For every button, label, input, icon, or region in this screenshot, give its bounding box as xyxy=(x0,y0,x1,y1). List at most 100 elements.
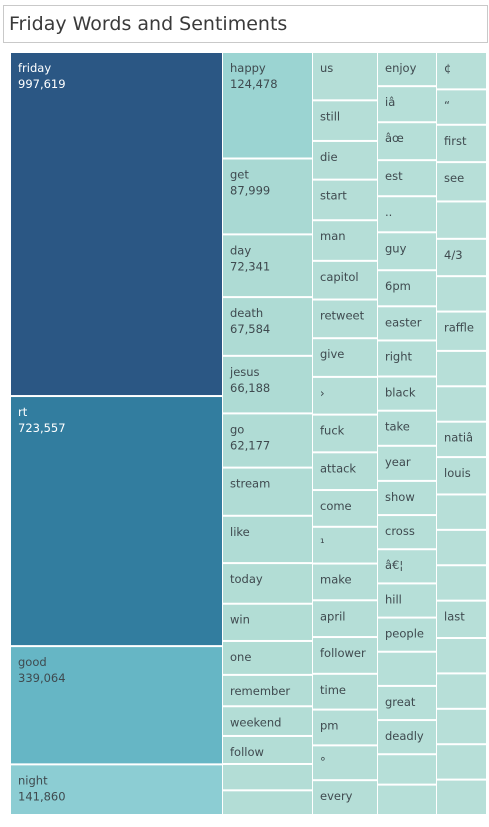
treemap-cell-attack[interactable]: attack xyxy=(313,453,377,490)
treemap-cell-unlabeled[interactable] xyxy=(437,566,486,600)
treemap-cell-unlabeled[interactable] xyxy=(223,791,312,814)
treemap-cell-rect[interactable] xyxy=(11,53,222,396)
treemap-cell-rect[interactable] xyxy=(223,468,312,515)
treemap-cell-april[interactable]: april xyxy=(313,601,377,637)
treemap-cell-rect[interactable] xyxy=(437,277,486,311)
treemap-cell-rect[interactable] xyxy=(313,141,377,179)
treemap-cell-rect[interactable] xyxy=(223,235,312,297)
treemap-cell-unlabeled[interactable] xyxy=(437,674,486,708)
treemap-cell-us[interactable]: us xyxy=(313,53,377,100)
treemap-cell-unlabeled[interactable] xyxy=(437,709,486,744)
treemap-cell-rect[interactable] xyxy=(378,721,436,754)
treemap-cell-rect[interactable] xyxy=(313,638,377,673)
treemap-cell-rect[interactable] xyxy=(378,411,436,445)
treemap-cell-rect[interactable] xyxy=(437,709,486,744)
treemap-cell-rect[interactable] xyxy=(223,159,312,234)
treemap-cell-rect[interactable] xyxy=(223,641,312,674)
treemap-cell-retweet[interactable]: retweet xyxy=(313,300,377,338)
treemap-cell-rect[interactable] xyxy=(313,261,377,299)
treemap-cell-time[interactable]: time xyxy=(313,674,377,709)
treemap-cell-rect[interactable] xyxy=(11,647,222,764)
treemap-cell-rect[interactable] xyxy=(11,397,222,646)
treemap-cell-death[interactable]: death 67,584 xyxy=(223,298,312,355)
treemap-cell-enjoy[interactable]: enjoy xyxy=(378,53,436,86)
treemap-cell-show[interactable]: show xyxy=(378,481,436,515)
treemap-cell-hill[interactable]: hill xyxy=(378,584,436,617)
treemap-cell-capitol[interactable]: capitol xyxy=(313,261,377,299)
treemap-cell-rect[interactable] xyxy=(313,377,377,414)
treemap-cell-follower[interactable]: follower xyxy=(313,638,377,673)
treemap-cell-like[interactable]: like xyxy=(223,516,312,563)
treemap-cell-rect[interactable] xyxy=(437,495,486,529)
treemap-cell-rect[interactable] xyxy=(378,618,436,651)
treemap-cell-today[interactable]: today xyxy=(223,564,312,603)
treemap-cell-follow[interactable]: follow xyxy=(223,736,312,763)
treemap-cell-rect[interactable] xyxy=(378,53,436,86)
treemap-cell-black[interactable]: black xyxy=(378,377,436,410)
treemap-cell-rect[interactable] xyxy=(223,791,312,814)
treemap-cell-rect[interactable] xyxy=(378,755,436,784)
treemap-cell-still[interactable]: still xyxy=(313,101,377,140)
treemap-cell-rect[interactable] xyxy=(223,707,312,735)
treemap-cell-year[interactable]: year xyxy=(378,446,436,480)
treemap-cell-night[interactable]: night 141,860 xyxy=(11,765,222,814)
treemap-cell--[interactable]: ° xyxy=(313,746,377,780)
treemap-cell--[interactable]: › xyxy=(313,377,377,414)
treemap-cell-unlabeled[interactable] xyxy=(437,745,486,779)
treemap-cell-rect[interactable] xyxy=(437,312,486,350)
treemap-cell-rect[interactable] xyxy=(313,601,377,637)
treemap-cell-remember[interactable]: remember xyxy=(223,675,312,706)
treemap-cell--[interactable]: .. xyxy=(378,197,436,232)
treemap-cell-pm[interactable]: pm xyxy=(313,710,377,745)
treemap-cell-rect[interactable] xyxy=(378,785,436,814)
treemap-cell-rect[interactable] xyxy=(437,163,486,201)
treemap-cell-rect[interactable] xyxy=(378,271,436,306)
treemap-cell-deadly[interactable]: deadly xyxy=(378,721,436,754)
treemap-cell-every[interactable]: every xyxy=(313,781,377,814)
treemap-cell-rect[interactable] xyxy=(378,446,436,480)
treemap-cell-rect[interactable] xyxy=(313,527,377,563)
treemap-cell-raffle[interactable]: raffle xyxy=(437,312,486,350)
treemap-cell-rect[interactable] xyxy=(437,530,486,565)
treemap-cell-i-[interactable]: iâ xyxy=(378,87,436,122)
treemap-cell-unlabeled[interactable] xyxy=(437,277,486,311)
treemap-cell-rect[interactable] xyxy=(313,491,377,526)
treemap-cell-rect[interactable] xyxy=(437,639,486,673)
treemap-cell-rect[interactable] xyxy=(378,307,436,340)
treemap-cell-rect[interactable] xyxy=(378,123,436,160)
treemap-cell-rect[interactable] xyxy=(437,458,486,494)
treemap-cell-rect[interactable] xyxy=(11,765,222,814)
treemap-cell-rect[interactable] xyxy=(378,686,436,720)
treemap-cell-one[interactable]: one xyxy=(223,641,312,674)
treemap-cell-make[interactable]: make xyxy=(313,564,377,600)
treemap-cell-rect[interactable] xyxy=(223,564,312,603)
treemap-cell-rect[interactable] xyxy=(437,351,486,386)
treemap-cell-day[interactable]: day 72,341 xyxy=(223,235,312,297)
treemap-cell-rect[interactable] xyxy=(313,453,377,490)
treemap-cell-rect[interactable] xyxy=(437,125,486,162)
treemap-cell-cross[interactable]: cross xyxy=(378,516,436,549)
treemap-cell-jesus[interactable]: jesus 66,188 xyxy=(223,356,312,413)
treemap-cell-win[interactable]: win xyxy=(223,604,312,640)
treemap-cell-unlabeled[interactable] xyxy=(437,351,486,386)
treemap-cell-see[interactable]: see xyxy=(437,163,486,201)
treemap-cell-rect[interactable] xyxy=(437,387,486,421)
treemap-cell-rect[interactable] xyxy=(378,87,436,122)
treemap-cell-first[interactable]: first xyxy=(437,125,486,162)
treemap-cell-rect[interactable] xyxy=(378,341,436,376)
treemap-cell-friday[interactable]: friday 997,619 xyxy=(11,53,222,396)
treemap-cell-rect[interactable] xyxy=(313,746,377,780)
treemap-cell-right[interactable]: right xyxy=(378,341,436,376)
treemap-cell-rect[interactable] xyxy=(378,652,436,685)
treemap-cell-unlabeled[interactable] xyxy=(437,530,486,565)
treemap-cell-happy[interactable]: happy 124,478 xyxy=(223,53,312,158)
treemap-cell-last[interactable]: last xyxy=(437,601,486,638)
treemap-cell-unlabeled[interactable] xyxy=(378,785,436,814)
treemap-cell-rect[interactable] xyxy=(378,377,436,410)
treemap-cell-get[interactable]: get 87,999 xyxy=(223,159,312,234)
treemap-cell-unlabeled[interactable] xyxy=(223,764,312,790)
treemap-cell-rect[interactable] xyxy=(223,414,312,467)
treemap-cell-rt[interactable]: rt 723,557 xyxy=(11,397,222,646)
treemap-cell-4-3[interactable]: 4/3 xyxy=(437,239,486,276)
treemap-cell-rect[interactable] xyxy=(313,710,377,745)
